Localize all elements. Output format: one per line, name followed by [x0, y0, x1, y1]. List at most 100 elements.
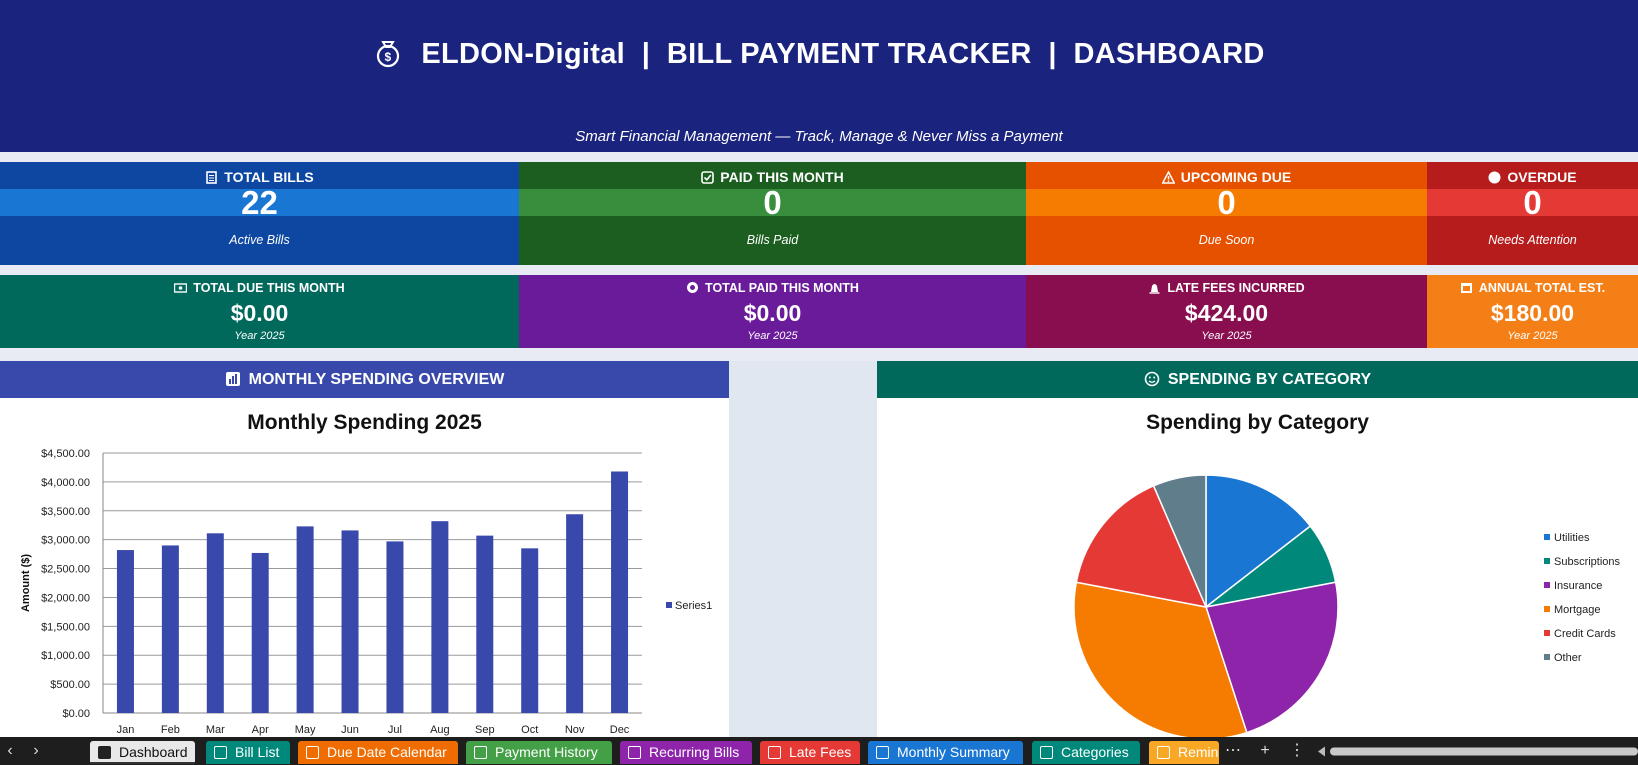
report-icon: [876, 746, 889, 759]
bar-jan: [116, 550, 134, 713]
kpi-sub: Year 2025: [1201, 330, 1252, 342]
bar-aug: [431, 521, 449, 713]
tab-label: Dashboard: [119, 744, 188, 760]
page-subtitle: Smart Financial Management — Track, Mana…: [575, 128, 1063, 145]
kpi-sub: Needs Attention: [1488, 233, 1577, 247]
chart-title: Monthly Spending 2025: [247, 411, 482, 434]
money-bag-icon: $: [377, 41, 400, 68]
prev-sheet-button[interactable]: ‹: [7, 742, 13, 759]
tab-categories[interactable]: Categories: [1032, 741, 1140, 764]
kpi-late-fees: LATE FEES INCURRED $424.00 Year 2025: [1026, 275, 1427, 348]
kpi-sub: Due Soon: [1198, 233, 1255, 247]
pie-slice-utilities: [1205, 474, 1312, 609]
horizontal-scrollbar[interactable]: [1318, 745, 1638, 758]
x-tick-label: Oct: [521, 724, 538, 736]
tab-label: Bill List: [235, 744, 280, 760]
y-tick-label: $3,000.00: [41, 535, 90, 547]
kpi-overdue: OVERDUE 0 Needs Attention: [1427, 162, 1638, 265]
kpi-value: 22: [241, 184, 278, 221]
x-tick-label: May: [295, 724, 316, 736]
alarm-icon: [1149, 284, 1160, 294]
spacer-column: [729, 361, 877, 737]
kpi-total-bills: TOTAL BILLS 22 Active Bills: [0, 162, 519, 265]
svg-text:$: $: [385, 50, 392, 64]
money-icon: [174, 283, 188, 293]
kpi-value: $180.00: [1490, 300, 1575, 326]
chart-title: Spending by Category: [1146, 411, 1369, 434]
y-tick-label: $3,500.00: [41, 506, 90, 518]
bar-jun: [341, 530, 359, 713]
pie-slice-credit-cards: [1075, 484, 1208, 609]
coins-icon: [687, 282, 699, 293]
y-tick-label: $500.00: [50, 679, 90, 691]
x-tick-label: Sep: [475, 724, 495, 736]
kpi-label: ANNUAL TOTAL EST.: [1478, 281, 1606, 295]
list-icon: [214, 746, 227, 759]
spending-category-header: SPENDING BY CATEGORY: [877, 361, 1638, 398]
kpi-value: 0: [763, 184, 782, 221]
legend-swatch: [1544, 654, 1550, 660]
section-title: SPENDING BY CATEGORY: [1167, 371, 1372, 388]
kpi-sub: Bills Paid: [746, 233, 799, 247]
kpi-label: PAID THIS MONTH: [720, 169, 844, 185]
tab-dashboard[interactable]: Dashboard: [90, 741, 195, 764]
x-tick-label: Jan: [117, 724, 135, 736]
add-sheet-button[interactable]: +: [1260, 742, 1270, 759]
dashboard-icon: [98, 746, 111, 759]
x-tick-label: Jul: [388, 724, 402, 736]
bar-mar: [206, 533, 224, 713]
tab-label: Categories: [1061, 744, 1129, 760]
bar-nov: [566, 514, 584, 713]
x-tick-label: Feb: [161, 724, 180, 736]
kpi-label: TOTAL BILLS: [224, 169, 314, 185]
tab-label: Payment History: [495, 744, 598, 760]
kpi-total-due: TOTAL DUE THIS MONTH $0.00 Year 2025: [0, 275, 519, 348]
tab-bill-list[interactable]: Bill List: [206, 741, 290, 764]
spending-category-chart: Spending by Category Utilities Subscripti…: [877, 398, 1638, 737]
tab-recurring-bills[interactable]: Recurring Bills: [620, 741, 752, 764]
legend-label: Mortgage: [1554, 604, 1600, 616]
kpi-sub: Year 2025: [747, 330, 798, 342]
bill-icon: [206, 171, 218, 184]
bar-oct: [521, 548, 539, 713]
y-tick-label: $1,500.00: [41, 621, 90, 633]
tab-label: Late Fees: [789, 744, 852, 760]
bar-chart-svg: Amount ($) $0.00 $500.00 $1,000.00 $1,500.0…: [20, 448, 712, 736]
legend-swatch: [1544, 606, 1550, 612]
more-sheets-button[interactable]: ⋯: [1225, 742, 1241, 759]
legend-label: Utilities: [1554, 532, 1590, 544]
tab-remin[interactable]: Remin: [1149, 741, 1219, 764]
monthly-spending-header: MONTHLY SPENDING OVERVIEW: [0, 361, 729, 398]
y-tick-label: $4,000.00: [41, 477, 90, 489]
tab-label: Remin: [1178, 744, 1219, 760]
legend-swatch: [1544, 558, 1550, 564]
warning-icon: [1161, 171, 1175, 184]
tab-due-date-calendar[interactable]: Due Date Calendar: [298, 741, 458, 764]
kpi-label: LATE FEES INCURRED: [1167, 281, 1305, 295]
pie-slice-insurance: [1205, 581, 1339, 734]
y-tick-label: $2,000.00: [41, 592, 90, 604]
bar-sep: [476, 535, 494, 713]
calendar-icon: [1460, 283, 1472, 293]
kpi-value: $0.00: [743, 300, 802, 326]
tag-icon: [768, 746, 781, 759]
tab-payment-history[interactable]: Payment History: [466, 741, 612, 764]
x-tick-label: Mar: [206, 724, 225, 736]
circle-icon: [1488, 171, 1501, 184]
kpi-label: UPCOMING DUE: [1180, 169, 1292, 185]
next-sheet-button[interactable]: ›: [33, 742, 39, 759]
tab-monthly-summary[interactable]: Monthly Summary: [868, 741, 1023, 764]
smiley-icon: [1144, 371, 1160, 387]
sheet-tab-bar: ‹ › Dashboard Bill List Due Date Calendar P…: [0, 737, 1638, 765]
card-icon: [474, 746, 487, 759]
check-box-icon: [701, 171, 715, 184]
monthly-spending-chart: Monthly Spending 2025 Amount ($) $0.00 $5…: [0, 398, 729, 737]
legend-swatch: [1544, 582, 1550, 588]
bar-feb: [161, 545, 179, 713]
kpi-value: $0.00: [230, 300, 289, 326]
legend-label: Other: [1554, 652, 1582, 664]
kpi-total-paid: TOTAL PAID THIS MONTH $0.00 Year 2025: [519, 275, 1026, 348]
sheet-menu-button[interactable]: ⋮: [1289, 742, 1305, 759]
tab-late-fees[interactable]: Late Fees: [760, 741, 860, 764]
chart-icon: [225, 372, 240, 386]
